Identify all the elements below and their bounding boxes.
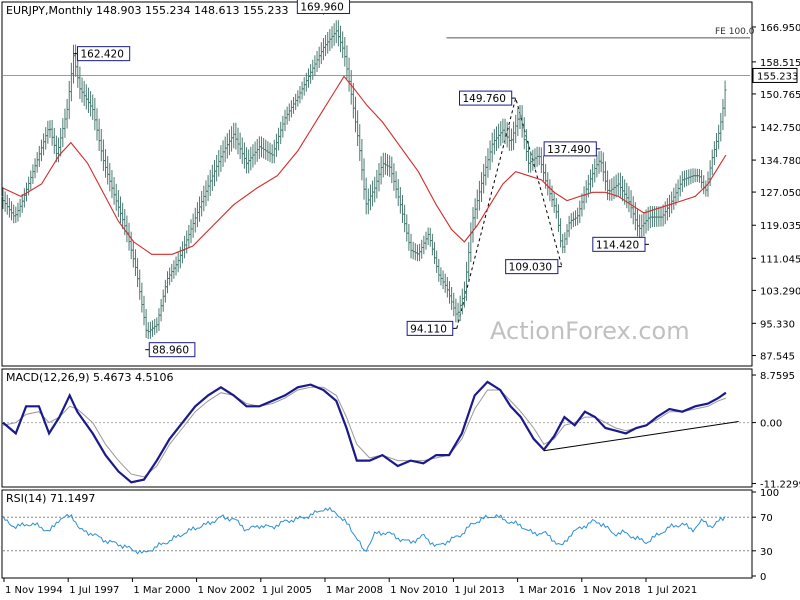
time-tick-label: 1 Jul 2005 [262, 585, 312, 596]
price-callout: 94.110 [406, 320, 457, 336]
price-callout: 109.030 [505, 259, 562, 275]
time-tick-label: 1 Jul 2021 [647, 585, 697, 596]
current-price-label: 155.233 [757, 71, 798, 82]
price-callout: 88.960 [145, 342, 196, 358]
price-axis: 166.950 158.515 150.765 142.750 134.780 127.0… [752, 23, 800, 363]
macd-axis: 8.7595 0.00 -11.2299 [752, 371, 800, 491]
fe-100-label: FE 100.0 [715, 27, 755, 37]
price-callout: 169.960 [296, 0, 351, 15]
rsi-plot [2, 506, 750, 555]
price-callout-label: 109.030 [509, 262, 552, 274]
price-tick-label: 166.950 [760, 23, 800, 34]
price-tick-label: 103.290 [760, 286, 800, 297]
price-tick-label: 119.035 [760, 221, 800, 232]
time-axis: 1 Nov 1994 1 Jul 1997 1 Mar 2000 1 Nov 2002… [3, 578, 697, 596]
price-panel: EURJPY,Monthly 148.903 155.234 148.613 1… [1, 0, 800, 367]
price-callout-label: 162.420 [80, 49, 123, 61]
rsi-tick-label: 70 [760, 513, 773, 524]
price-callout-label: 137.490 [547, 144, 590, 156]
price-callout: 137.490 [543, 141, 601, 157]
rsi-panel-title: RSI(14) 71.1497 [6, 492, 95, 505]
current-price-tag: 155.233 [752, 67, 798, 83]
price-callout-label: 88.960 [152, 345, 189, 357]
price-tick-label: 111.045 [760, 254, 800, 265]
projection-dashed-line [456, 96, 563, 329]
macd-signal-line [2, 386, 727, 478]
time-tick-label: 1 Mar 2016 [519, 585, 576, 596]
rsi-tick-label: 100 [760, 488, 779, 499]
rsi-panel: RSI(14) 71.1497 100 70 30 0 [1, 488, 779, 583]
macd-panel: MACD(12,26,9) 5.4673 4.5106 8.7595 0.00 -1… [1, 368, 800, 491]
time-tick-label: 1 Nov 2010 [390, 585, 448, 596]
price-tick-label: 142.750 [760, 123, 800, 134]
time-tick-label: 1 Nov 2018 [583, 585, 641, 596]
rsi-axis: 100 70 30 0 [752, 488, 779, 583]
moving-average-line [2, 75, 727, 255]
price-callout: 162.420 [73, 46, 131, 62]
macd-tick-label: -11.2299 [760, 480, 800, 491]
time-tick-label: 1 Mar 2008 [326, 585, 383, 596]
macd-trendline [543, 421, 739, 452]
price-ohlc-readout: 148.903 155.234 148.613 155.233 [96, 4, 288, 17]
watermark: ActionForex.com [490, 317, 690, 345]
price-tick-label: 158.515 [760, 58, 800, 69]
price-callout-label: 114.420 [596, 239, 639, 251]
macd-line [2, 380, 727, 484]
price-panel-title: EURJPY,Monthly [6, 4, 93, 17]
price-tick-label: 127.050 [760, 188, 800, 199]
price-callout: 149.760 [459, 90, 516, 106]
price-tick-label: 150.765 [760, 90, 800, 101]
time-tick-label: 1 Nov 1994 [5, 585, 63, 596]
macd-plot [2, 380, 750, 484]
price-tick-label: 134.780 [760, 156, 800, 167]
price-callout-label: 94.110 [410, 323, 447, 335]
price-tick-label: 87.545 [760, 352, 795, 363]
rsi-line [2, 506, 726, 555]
macd-panel-title: MACD(12,26,9) 5.4673 4.5106 [6, 371, 174, 384]
ohlc-bar [723, 80, 727, 117]
rsi-tick-label: 30 [760, 547, 773, 558]
price-callout: 114.420 [592, 236, 650, 252]
price-tick-label: 95.330 [760, 319, 795, 330]
time-tick-label: 1 Mar 2000 [133, 585, 190, 596]
macd-tick-label: 8.7595 [760, 371, 795, 382]
time-tick-label: 1 Jul 2013 [454, 585, 504, 596]
time-tick-label: 1 Jul 1997 [69, 585, 119, 596]
price-plot: FE 100.0 162.420 169.960 88.960 149.760 137.4… [1, 0, 798, 358]
rsi-tick-label: 0 [760, 572, 766, 583]
price-callout-label: 149.760 [463, 93, 506, 105]
ohlc-bars [1, 20, 727, 339]
time-tick-label: 1 Nov 2002 [198, 585, 256, 596]
price-callout-label: 169.960 [300, 2, 343, 14]
macd-tick-label: 0.00 [760, 419, 782, 430]
